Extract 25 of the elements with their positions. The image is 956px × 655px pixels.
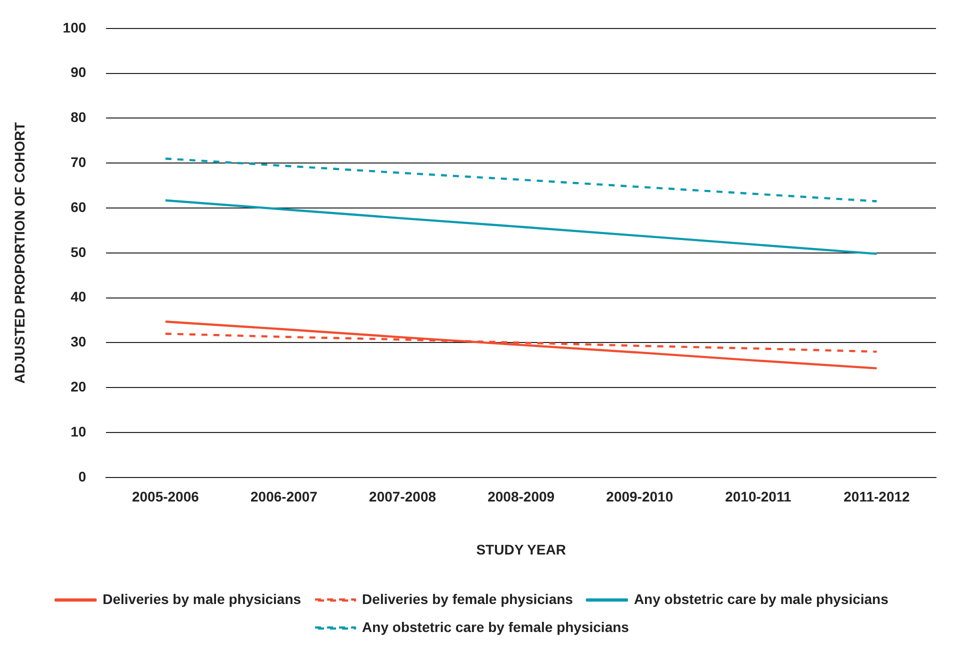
y-tick-label: 30	[70, 334, 86, 350]
x-tick-label: 2010-2011	[725, 488, 792, 505]
legend-label: Any obstetric care by male physicians	[634, 590, 889, 607]
legend-label: Any obstetric care by female physicians	[362, 618, 630, 635]
y-tick-label: 80	[70, 109, 86, 126]
x-tick-label: 2011-2012	[844, 488, 910, 505]
y-tick-label: 90	[70, 64, 86, 80]
y-tick-label: 100	[62, 19, 86, 36]
line-series	[164, 158, 878, 202]
y-axis-title: ADJUSTED PROPORTION OF COHORT	[11, 122, 28, 384]
x-tick-label: 2009-2010	[606, 488, 674, 505]
y-tick-label: 40	[70, 288, 86, 305]
y-tick-label: 60	[70, 198, 86, 215]
x-tick-label: 2005-2006	[132, 488, 200, 505]
x-tick-label: 2006-2007	[250, 488, 318, 505]
y-tick-label: 70	[70, 154, 86, 170]
y-tick-label: 20	[70, 378, 86, 394]
y-tick-label: 50	[70, 244, 86, 260]
y-tick-label: 10	[70, 423, 86, 440]
x-tick-label: 2007-2008	[369, 488, 436, 505]
x-axis-title: STUDY YEAR	[476, 541, 566, 558]
y-tick-label: 0	[78, 468, 86, 484]
x-tick-label: 2008-2009	[488, 488, 555, 505]
legend-label: Deliveries by male physicians	[102, 590, 302, 607]
legend-label: Deliveries by female physicians	[362, 590, 574, 607]
